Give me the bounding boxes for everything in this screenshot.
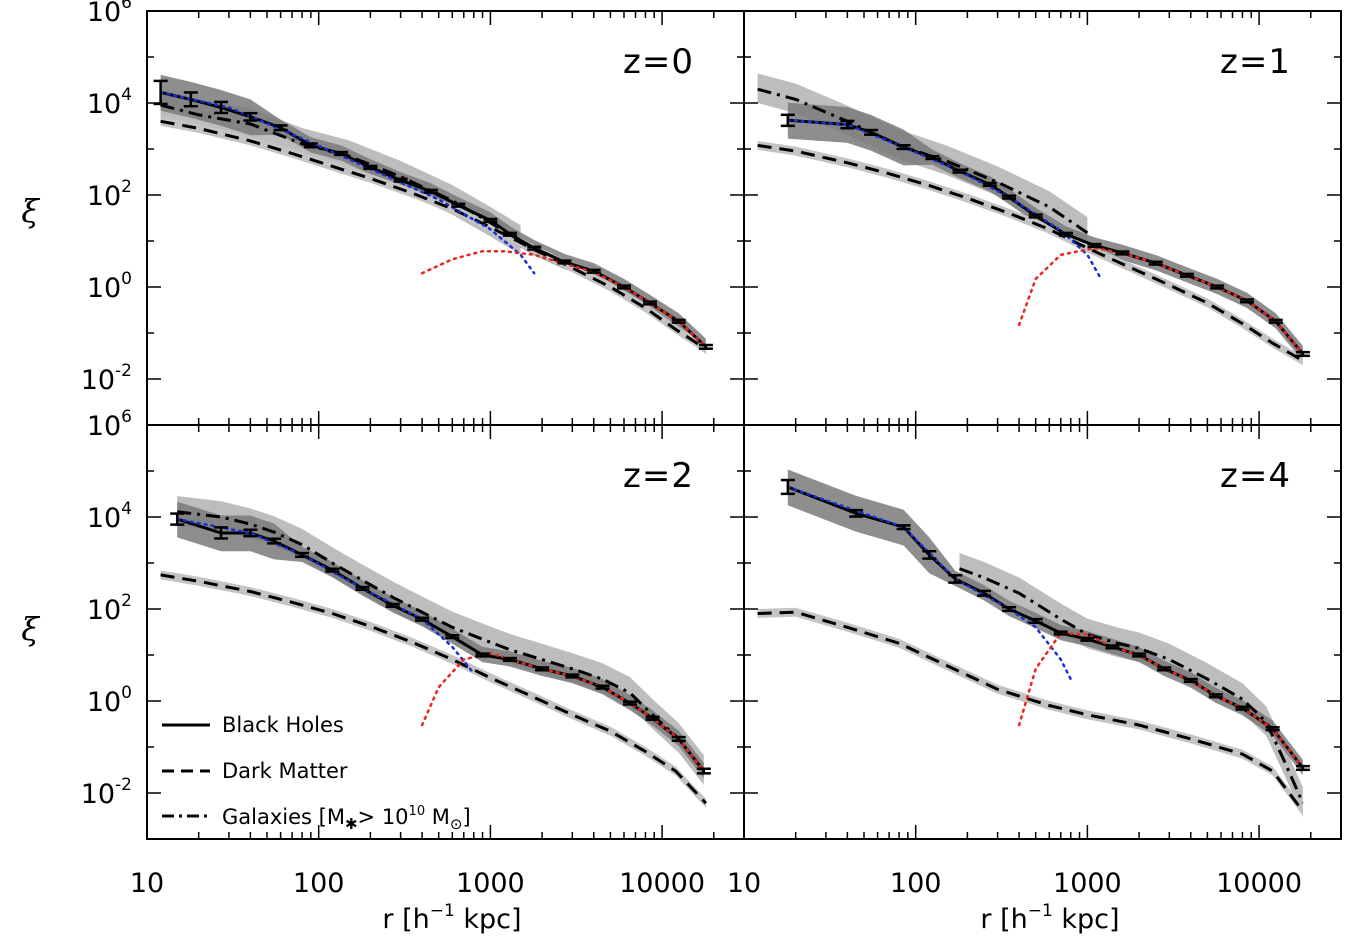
- two-halo-term-line: [420, 651, 706, 773]
- y-tick-base: 10: [81, 779, 115, 810]
- x-tick-label: 1000: [456, 868, 525, 899]
- panels-layer: z=010610410210010-2z=1z=210610410210010-…: [81, 0, 1342, 899]
- x-tick-label: 10000: [1216, 868, 1302, 899]
- x-tick-label: 10: [727, 868, 761, 899]
- y-tick-label: 102: [87, 177, 132, 212]
- x-tick-label: 10000: [619, 868, 705, 899]
- y-tick-exp: 4: [121, 85, 132, 105]
- y-tick-base: 10: [87, 273, 121, 304]
- y-tick-exp: 2: [121, 177, 132, 197]
- dark-matter-scatter-band: [757, 607, 1303, 816]
- y-tick-base: 10: [87, 89, 121, 120]
- black-hole-scatter-band: [177, 501, 704, 779]
- panel-label: z=1: [1220, 42, 1291, 82]
- panel-data: [757, 469, 1310, 818]
- y-tick-exp: 0: [121, 683, 132, 703]
- x-tick-label: 100: [293, 868, 345, 899]
- black-hole-scatter-band: [787, 102, 1303, 362]
- x-tick-label: 1000: [1053, 868, 1122, 899]
- y-tick-exp: 6: [121, 407, 132, 427]
- y-tick-label: 100: [87, 269, 132, 304]
- x-axis-label-right: r [h−1 kpc]: [980, 901, 1119, 935]
- y-tick-base: 10: [87, 0, 121, 28]
- y-tick-base: 10: [87, 181, 121, 212]
- y-tick-label: 106: [87, 407, 132, 442]
- panel-2: z=1: [743, 10, 1342, 426]
- x-tick-label: 100: [890, 868, 942, 899]
- dark-matter-scatter-band: [757, 140, 1303, 366]
- y-tick-base: 10: [87, 503, 121, 534]
- legend-label-black-holes: Black Holes: [222, 713, 344, 737]
- black-holes-line: [787, 118, 1305, 355]
- y-tick-label: 104: [87, 85, 132, 120]
- y-tick-label: 10-2: [81, 361, 132, 396]
- two-halo-term-line: [1017, 631, 1305, 770]
- black-hole-scatter-band: [787, 469, 1303, 776]
- dark-matter-line: [757, 143, 1304, 362]
- panel-label: z=4: [1220, 456, 1291, 496]
- y-tick-exp: 0: [121, 269, 132, 289]
- y-tick-exp: 6: [121, 0, 132, 13]
- y-tick-base: 10: [87, 411, 121, 442]
- y-tick-base: 10: [87, 687, 121, 718]
- panel-data: [160, 496, 711, 808]
- panel-frame: [743, 424, 1342, 840]
- y-tick-exp: 4: [121, 499, 132, 519]
- y-tick-base: 10: [81, 365, 115, 396]
- y-tick-label: 10-2: [81, 775, 132, 810]
- one-halo-term-line: [786, 485, 1072, 681]
- panel-4: z=4 10 100 1000 10000: [727, 424, 1342, 899]
- dark-matter-line: [160, 119, 707, 351]
- x-axis-label-left: r [h−1 kpc]: [382, 901, 521, 935]
- legend: Black Holes Dark Matter Galaxies [M✱> 10…: [162, 713, 471, 833]
- y-tick-exp: -2: [115, 775, 132, 795]
- x-tick-label: 10: [130, 868, 164, 899]
- y-tick-label: 104: [87, 499, 132, 534]
- y-tick-label: 102: [87, 591, 132, 626]
- galaxy-scatter-band: [959, 553, 1303, 818]
- panel-label: z=2: [623, 456, 694, 496]
- panel-label: z=0: [623, 42, 694, 82]
- one-halo-term-line: [159, 91, 536, 275]
- y-tick-exp: 2: [121, 591, 132, 611]
- galaxies-line: [958, 567, 1305, 804]
- dark-matter-line: [757, 610, 1305, 813]
- y-tick-base: 10: [87, 595, 121, 626]
- dark-matter-scatter-band: [160, 116, 706, 354]
- y-axis-label-top: ξ: [21, 192, 40, 230]
- y-tick-label: 100: [87, 683, 132, 718]
- galaxies-line: [177, 510, 705, 773]
- y-axis-label-bottom: ξ: [21, 610, 40, 648]
- one-halo-term-line: [175, 517, 475, 675]
- panel-data: [153, 74, 713, 355]
- black-hole-scatter-band: [160, 74, 706, 355]
- panel-data: [757, 73, 1310, 366]
- y-tick-exp: -2: [115, 361, 132, 381]
- legend-label-galaxies: Galaxies [M✱> 1010 M⊙]: [222, 804, 471, 833]
- legend-label-dark-matter: Dark Matter: [222, 759, 348, 783]
- y-tick-label: 106: [87, 0, 132, 28]
